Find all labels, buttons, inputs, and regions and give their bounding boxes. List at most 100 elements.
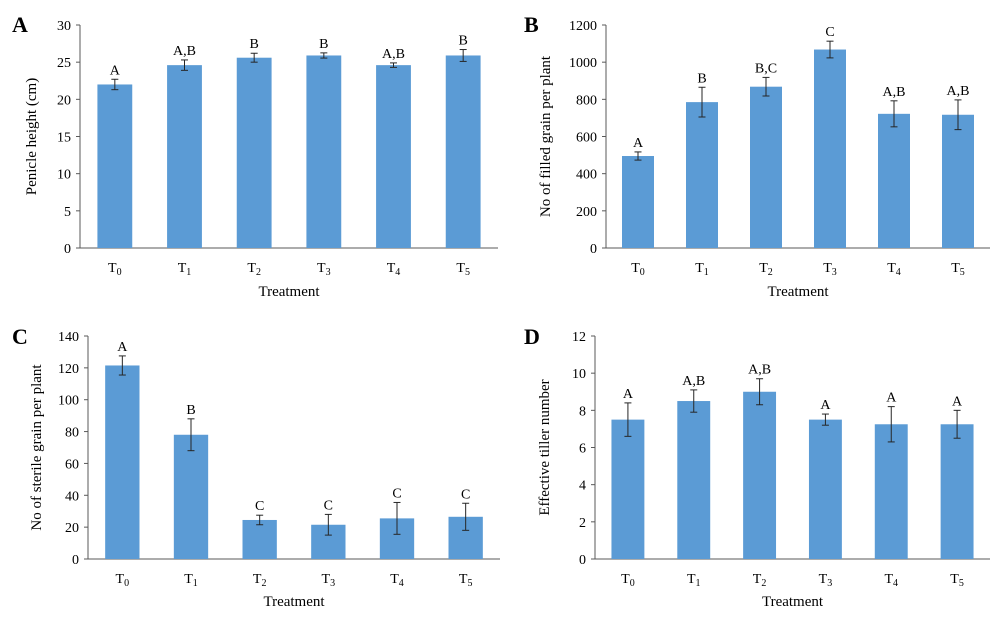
x-tick-label: T4 bbox=[387, 261, 401, 278]
y-tick-label: 25 bbox=[57, 56, 71, 71]
bar-t2 bbox=[236, 57, 272, 248]
chart-panel-d: D 0 2 4 6 8 10 12 A T0 A,B T1 A,B T2 A T3 A T4 A T5 Treatmen… bbox=[524, 324, 990, 610]
y-tick-label: 0 bbox=[590, 242, 597, 257]
y-tick-label: 30 bbox=[57, 19, 71, 34]
significance-label: A bbox=[117, 340, 128, 355]
bar-t5 bbox=[940, 424, 974, 559]
significance-label: B bbox=[458, 34, 467, 49]
significance-label: C bbox=[461, 487, 470, 502]
x-tick-label: T5 bbox=[950, 572, 964, 589]
x-tick-label: T1 bbox=[687, 572, 701, 589]
significance-label: A,B bbox=[947, 84, 970, 99]
significance-label: A,B bbox=[682, 374, 705, 389]
y-tick-label: 8 bbox=[579, 404, 586, 419]
y-tick-label: 6 bbox=[579, 442, 586, 457]
significance-label: A bbox=[952, 394, 963, 409]
x-axis-title: Treatment bbox=[767, 284, 829, 300]
x-tick-label: T4 bbox=[390, 572, 404, 589]
x-tick-label: T0 bbox=[621, 572, 635, 589]
y-tick-label: 2 bbox=[579, 516, 586, 531]
y-tick-label: 100 bbox=[58, 394, 79, 409]
x-tick-label: T2 bbox=[253, 572, 267, 589]
x-tick-label: T1 bbox=[178, 261, 192, 278]
y-tick-label: 20 bbox=[65, 521, 79, 536]
x-axis-title: Treatment bbox=[258, 284, 320, 300]
bar-t3 bbox=[808, 419, 842, 559]
bar-t2 bbox=[743, 391, 777, 559]
x-axis-title: Treatment bbox=[263, 594, 325, 610]
y-tick-label: 800 bbox=[576, 93, 597, 108]
significance-label: B bbox=[249, 37, 258, 52]
significance-label: B bbox=[697, 71, 706, 86]
significance-label: B,C bbox=[755, 61, 777, 76]
x-tick-label: T2 bbox=[247, 261, 261, 278]
y-tick-label: 200 bbox=[576, 205, 597, 220]
bar-t4 bbox=[376, 65, 411, 248]
x-tick-label: T4 bbox=[887, 261, 901, 278]
x-tick-label: T5 bbox=[459, 572, 473, 589]
bar-t4 bbox=[874, 424, 908, 559]
x-tick-label: T2 bbox=[753, 572, 767, 589]
significance-label: C bbox=[825, 25, 834, 40]
chart-panel-b: B 0 200 400 600 800 1000 1200 A T0 B T1 B,C T2 C T3 A,B T… bbox=[524, 12, 990, 300]
bar-t0 bbox=[611, 419, 645, 559]
panel-letter: B bbox=[524, 12, 539, 37]
panel-letter: A bbox=[12, 12, 28, 37]
bar-t1 bbox=[167, 65, 202, 248]
bar-t1 bbox=[677, 401, 711, 559]
y-tick-label: 80 bbox=[65, 426, 79, 441]
bar-t0 bbox=[105, 365, 140, 559]
y-tick-label: 0 bbox=[72, 553, 79, 568]
x-tick-label: T0 bbox=[116, 572, 130, 589]
bar-t1 bbox=[686, 102, 718, 248]
y-axis-title: No of sterile grain per plant bbox=[29, 364, 45, 531]
significance-label: C bbox=[255, 499, 264, 514]
x-tick-label: T5 bbox=[456, 261, 470, 278]
significance-label: A,B bbox=[748, 363, 771, 378]
y-tick-label: 0 bbox=[64, 242, 71, 257]
x-tick-label: T0 bbox=[108, 261, 122, 278]
y-axis-title: Penicle height (cm) bbox=[24, 78, 40, 195]
bar-t5 bbox=[445, 55, 481, 248]
x-tick-label: T5 bbox=[951, 261, 965, 278]
bar-t0 bbox=[622, 156, 654, 248]
significance-label: A bbox=[110, 63, 121, 78]
bar-t2 bbox=[750, 86, 782, 249]
bar-t1 bbox=[173, 434, 209, 559]
y-tick-label: 0 bbox=[579, 553, 586, 568]
panel-letter: C bbox=[12, 324, 28, 349]
x-tick-label: T0 bbox=[631, 261, 645, 278]
x-tick-label: T3 bbox=[317, 261, 331, 278]
significance-label: A bbox=[633, 136, 644, 151]
chart-panel-a: A 0 5 10 15 20 25 30 A T0 A,B T1 B T2 B T3 A,B T4 B T5 Treat… bbox=[12, 12, 498, 300]
y-tick-label: 1200 bbox=[569, 19, 597, 34]
bar-t2 bbox=[242, 519, 277, 559]
y-tick-label: 120 bbox=[58, 362, 79, 377]
x-tick-label: T4 bbox=[884, 572, 898, 589]
significance-label: A bbox=[820, 398, 831, 413]
significance-label: C bbox=[324, 498, 333, 513]
y-tick-label: 1000 bbox=[569, 56, 597, 71]
y-tick-label: 140 bbox=[58, 330, 79, 345]
y-tick-label: 5 bbox=[64, 205, 71, 220]
bar-t4 bbox=[878, 113, 910, 248]
y-axis-title: Effective tiller number bbox=[537, 379, 553, 515]
x-tick-label: T2 bbox=[759, 261, 773, 278]
y-tick-label: 15 bbox=[57, 131, 71, 146]
significance-label: A bbox=[886, 391, 897, 406]
significance-label: B bbox=[186, 403, 195, 418]
y-axis-title: No of filled grain per plant bbox=[538, 55, 554, 217]
bar-t3 bbox=[814, 49, 846, 248]
significance-label: A,B bbox=[883, 85, 906, 100]
y-tick-label: 600 bbox=[576, 131, 597, 146]
x-axis-title: Treatment bbox=[762, 594, 824, 610]
x-tick-label: T3 bbox=[823, 261, 837, 278]
panel-letter: D bbox=[524, 324, 540, 349]
bar-t0 bbox=[97, 84, 133, 248]
bar-t5 bbox=[942, 114, 974, 248]
chart-panel-c: C 0 20 40 60 80 100 120 140 A T0 B T1 C T2 C T3 C T4 C T5 Tre… bbox=[12, 324, 500, 610]
x-tick-label: T3 bbox=[322, 572, 336, 589]
significance-label: C bbox=[392, 486, 401, 501]
x-tick-label: T1 bbox=[695, 261, 709, 278]
y-tick-label: 10 bbox=[57, 168, 71, 183]
